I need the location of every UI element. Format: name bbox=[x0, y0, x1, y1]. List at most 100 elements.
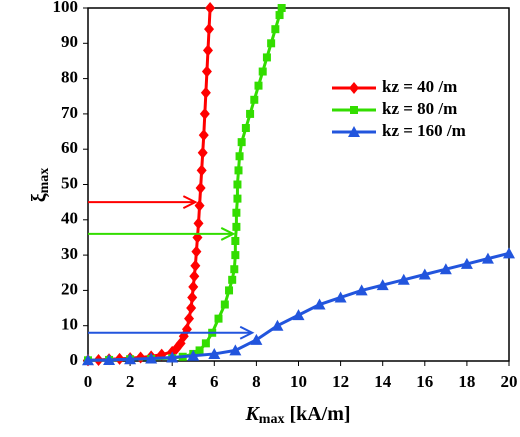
y-tick-label: 60 bbox=[61, 138, 78, 157]
marker bbox=[208, 347, 221, 359]
marker bbox=[232, 222, 241, 231]
x-tick-label: 2 bbox=[126, 372, 135, 391]
legend-label: kz = 160 /m bbox=[382, 121, 466, 140]
marker bbox=[198, 129, 209, 142]
marker bbox=[193, 217, 204, 230]
marker bbox=[186, 302, 197, 315]
legend-marker bbox=[349, 82, 359, 94]
y-tick-label: 0 bbox=[70, 350, 79, 369]
marker bbox=[197, 146, 208, 159]
marker bbox=[225, 286, 234, 295]
x-tick-label: 8 bbox=[252, 372, 261, 391]
marker bbox=[355, 284, 368, 296]
marker bbox=[460, 257, 473, 269]
marker bbox=[103, 353, 116, 365]
marker bbox=[235, 152, 244, 161]
marker bbox=[187, 291, 198, 304]
legend-marker bbox=[348, 126, 360, 137]
marker bbox=[124, 353, 137, 365]
x-tick-label: 16 bbox=[416, 372, 433, 391]
x-tick-label: 18 bbox=[458, 372, 475, 391]
marker bbox=[313, 298, 326, 310]
marker bbox=[205, 2, 216, 14]
marker bbox=[258, 67, 267, 76]
arrow-head bbox=[239, 325, 255, 340]
marker bbox=[187, 349, 200, 361]
marker bbox=[189, 270, 200, 283]
marker bbox=[190, 259, 201, 272]
marker bbox=[82, 354, 94, 366]
marker bbox=[271, 25, 280, 34]
marker bbox=[195, 346, 204, 355]
marker bbox=[228, 275, 237, 284]
y-tick-label: 80 bbox=[61, 68, 78, 87]
marker bbox=[233, 194, 242, 203]
x-tick-label: 12 bbox=[332, 372, 349, 391]
marker bbox=[196, 164, 207, 177]
marker bbox=[202, 44, 213, 57]
marker bbox=[201, 65, 212, 78]
y-tick-label: 20 bbox=[61, 279, 78, 298]
marker bbox=[231, 251, 240, 260]
marker bbox=[439, 263, 452, 275]
plot-frame bbox=[87, 7, 510, 362]
marker bbox=[194, 199, 205, 212]
marker bbox=[145, 352, 158, 364]
x-label-unit: [kA/m] bbox=[289, 403, 350, 425]
marker bbox=[184, 312, 195, 325]
series-line bbox=[87, 7, 284, 362]
marker bbox=[397, 273, 410, 285]
marker bbox=[230, 265, 239, 274]
x-tick-label: 14 bbox=[374, 372, 392, 391]
marker bbox=[334, 291, 347, 303]
marker bbox=[503, 247, 515, 259]
marker bbox=[199, 107, 210, 120]
marker bbox=[481, 252, 494, 264]
marker bbox=[237, 138, 246, 147]
marker bbox=[418, 268, 431, 280]
y-label-sub: max bbox=[37, 168, 52, 194]
legend-marker bbox=[350, 106, 358, 114]
marker bbox=[195, 182, 206, 195]
legend-label: kz = 80 /m bbox=[382, 99, 457, 118]
arrow-head bbox=[182, 195, 198, 210]
x-tick-label: 6 bbox=[210, 372, 219, 391]
marker bbox=[277, 4, 286, 12]
marker bbox=[188, 280, 199, 293]
y-tick-label: 30 bbox=[61, 244, 78, 263]
marker bbox=[292, 309, 305, 321]
x-axis-label: Kmax [kA/m] bbox=[244, 403, 350, 428]
marker bbox=[220, 300, 229, 309]
marker bbox=[262, 53, 271, 62]
marker bbox=[376, 279, 389, 291]
marker bbox=[246, 109, 255, 118]
marker bbox=[232, 208, 241, 217]
marker bbox=[254, 81, 263, 90]
x-tick-label: 0 bbox=[84, 372, 93, 391]
y-tick-label: 70 bbox=[61, 103, 78, 122]
marker bbox=[241, 124, 250, 133]
x-label-sub: max bbox=[259, 412, 285, 427]
marker bbox=[275, 11, 284, 20]
marker bbox=[214, 314, 223, 323]
y-tick-label: 10 bbox=[61, 315, 78, 334]
y-tick-label: 40 bbox=[61, 209, 78, 228]
y-tick-label: 50 bbox=[61, 173, 78, 192]
marker bbox=[166, 351, 179, 363]
x-tick-label: 10 bbox=[290, 372, 307, 391]
x-tick-label: 20 bbox=[501, 372, 518, 391]
marker bbox=[267, 39, 276, 48]
marker bbox=[201, 339, 210, 348]
arrow-head bbox=[220, 227, 236, 241]
y-label-symbol: ξ bbox=[28, 193, 50, 202]
marker bbox=[200, 86, 211, 99]
marker bbox=[191, 245, 202, 258]
y-axis-label: ξmax bbox=[28, 168, 53, 203]
marker bbox=[229, 344, 242, 356]
y-tick-label: 90 bbox=[61, 32, 78, 51]
marker bbox=[231, 236, 240, 245]
marker bbox=[233, 180, 242, 189]
legend-label: kz = 40 /m bbox=[382, 77, 457, 96]
x-label-symbol: K bbox=[244, 403, 260, 425]
